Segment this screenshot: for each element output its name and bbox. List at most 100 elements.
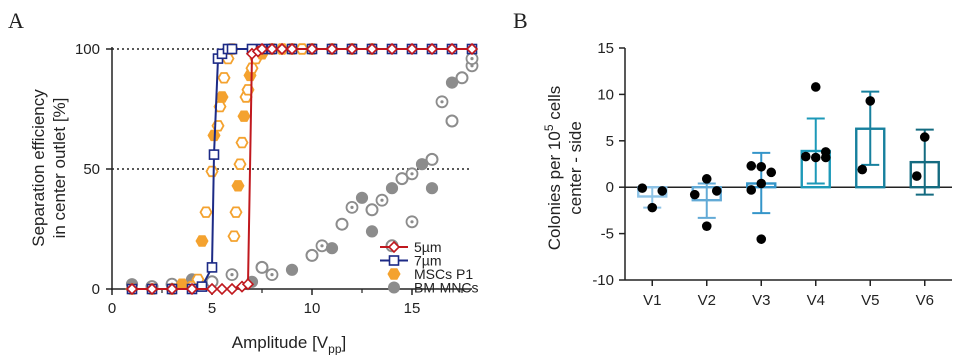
panel-a-x-ticks: 0 5 10 15 [108, 289, 463, 317]
x-tick-label: V4 [807, 292, 825, 309]
data-point [820, 147, 831, 157]
series-five-um [125, 42, 479, 296]
panel-b-y-ticks: -10 -5 0 5 10 15 [592, 40, 625, 289]
legend-label: 7µm [414, 253, 442, 269]
series-bmmncs-point [395, 172, 409, 186]
series-bmmncs-point [445, 114, 459, 128]
series-bmmncs-point-dot [320, 244, 324, 248]
legend-label: MSCs P1 [414, 266, 473, 282]
series-mscs-point [199, 206, 213, 218]
series-five-um-point [205, 282, 219, 296]
series-bmmncs-point [265, 268, 279, 282]
y-tick-label: 5 [606, 133, 614, 150]
series-bmmncs-point [305, 248, 319, 262]
series-bmmncs-point-dot [270, 273, 274, 277]
series-mscs-point [175, 278, 189, 290]
x-tick-label: V1 [643, 292, 661, 309]
series-bmmncs-point [445, 76, 459, 89]
data-point [746, 185, 757, 195]
legend-item-mscs: MSCs P1 [387, 266, 473, 282]
y-tick-label: 50 [83, 161, 100, 178]
panel-a-y-axis-title-line1: Separation efficiency [29, 89, 48, 247]
series-five-um-point [185, 282, 199, 296]
points-v4 [800, 82, 831, 163]
panel-b-points [637, 82, 930, 244]
panel-b-y-axis-title-line1: Colonies per 105 cells [542, 86, 564, 251]
series-five-um-point [165, 282, 179, 296]
x-tick-label: V6 [916, 292, 934, 309]
legend-item-bmmncs: BM-MNCs [388, 280, 479, 296]
data-point [919, 132, 930, 142]
series-five-um-point [445, 42, 459, 56]
series-seven-um-point [226, 43, 238, 55]
series-bmmncs-point [365, 225, 379, 238]
series-five-um-point [265, 42, 279, 56]
series-bmmncs-point-dot [470, 57, 474, 61]
data-point [756, 234, 767, 244]
series-five-um-point [145, 282, 159, 296]
series-five-um-point [215, 282, 229, 296]
series-mscs-point [229, 206, 243, 218]
series-mscs-point [233, 158, 247, 170]
series-mscs-point [205, 165, 219, 178]
series-bmmncs-point-dot [350, 205, 354, 209]
series-five-um-point [285, 42, 299, 56]
data-point [657, 186, 668, 196]
points-v1 [637, 183, 668, 213]
series-mscs-point [235, 136, 249, 149]
legend-swatch-marker [388, 281, 400, 294]
series-bmmncs [125, 52, 479, 294]
series-mscs-point [237, 110, 251, 122]
series-bmmncs-point [255, 260, 269, 274]
series-bmmncs-point-dot [470, 64, 474, 68]
panel-b-y-axis-title: Colonies per 105 cells center - side [542, 86, 585, 251]
series-bmmncs-point [415, 158, 429, 171]
panel-b-x-ticks: V1 V2 V3 V4 V5 V6 [643, 280, 934, 309]
series-bmmncs-point [435, 95, 449, 109]
series-five-um-point [255, 42, 269, 56]
series-mscs-point [195, 235, 209, 247]
series-bmmncs-point [285, 263, 299, 276]
series-bmmncs-point [355, 191, 369, 204]
series-bmmncs-point [465, 52, 479, 65]
x-tick-label: 0 [108, 300, 116, 317]
series-bmmncs-point-dot [410, 220, 414, 224]
panel-b-axes [624, 48, 952, 281]
y-tick-label: 15 [597, 40, 614, 57]
series-five-um-point [241, 278, 255, 291]
panel-a-y-ticks: 0 50 100 [75, 41, 112, 298]
series-five-um-point [365, 42, 379, 56]
data-point [810, 82, 821, 92]
summary-v4 [800, 117, 831, 189]
panel-a-y-axis-title: Separation efficiency in center outlet [… [29, 89, 69, 247]
y-tick-label: -10 [592, 272, 614, 289]
series-bmmncs-point [345, 200, 359, 214]
panel-b-summary-bars [637, 90, 940, 219]
series-five-um-point [405, 42, 419, 56]
x-tick-label: 10 [304, 300, 321, 317]
data-point [756, 161, 767, 172]
x-tick-label: V3 [752, 292, 770, 309]
series-five-um-point [275, 42, 289, 56]
series-bmmncs-point-dot [410, 172, 414, 176]
x-tick-label: V2 [698, 292, 716, 309]
data-point [647, 202, 658, 213]
series-five-um-point [325, 42, 339, 56]
data-point [637, 183, 648, 193]
series-bmmncs-point [225, 268, 239, 282]
series-bmmncs-point [425, 152, 439, 166]
panel-b: B -10 -5 0 5 10 15 V1 V2 V3 V4 V5 V6 Colonies per … [513, 8, 952, 309]
data-point [810, 152, 821, 163]
legend-label: BM-MNCs [414, 280, 479, 296]
data-point [701, 221, 712, 231]
panel-a-y-axis-title-line2: in center outlet [%] [50, 98, 69, 239]
y-tick-label: -5 [601, 226, 614, 243]
series-bmmncs-point [335, 217, 349, 231]
y-tick-label: 100 [75, 41, 100, 58]
points-v3 [746, 161, 777, 244]
y-tick-label: 0 [606, 179, 614, 196]
x-tick-label: V5 [861, 292, 879, 309]
